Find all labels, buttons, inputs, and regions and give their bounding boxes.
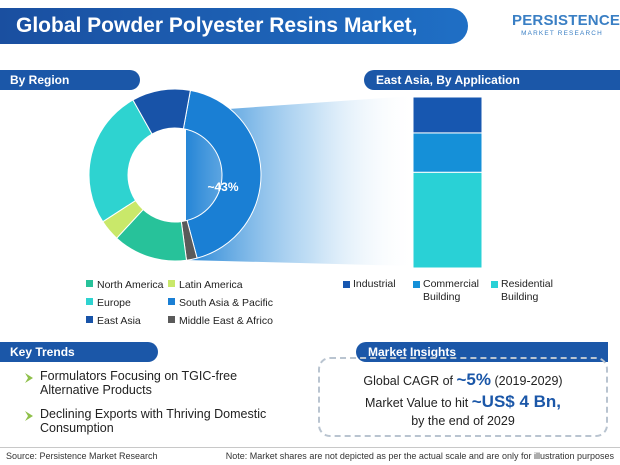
donut-slice-east-asia [182,89,262,259]
legend-item-middle-east-africa: Middle East & Africo [168,315,273,327]
legend-label: Industrial [353,278,396,290]
legend-swatch [168,280,175,287]
key-trends-header: Key Trends [0,342,158,362]
logo-sub-text: MARKET RESEARCH [521,30,603,37]
value-prefix: Market Value to hit [364,396,469,410]
legend-swatch [343,281,350,288]
legend-swatch [86,298,93,305]
east-asia-application-header: East Asia, By Application [364,70,620,90]
chevron-right-icon [25,411,33,421]
legend-item-south-asia-pacific: South Asia & Pacific [168,297,273,309]
legend-item-latin-america: Latin America [168,279,243,291]
legend-item-east-asia: East Asia [86,315,141,327]
legend-label: Residential Building [501,278,553,303]
logo-main-text: PERSISTENCE [512,12,620,29]
legend-swatch [86,316,93,323]
persistence-logo: PERSISTENCE MARKET RESEARCH [512,12,620,52]
legend-label: Commercial Building [423,278,480,303]
bar-segment-residential-building [412,171,483,269]
legend-swatch [86,280,93,287]
market-value-line: Market Value to hit ~US$ 4 Bn, [318,392,608,412]
chevron-right-icon [25,373,33,383]
bar-segment-industrial [412,96,483,134]
application-stacked-bar [412,96,483,269]
legend-swatch [491,281,498,288]
value-suffix: by the end of 2029 [411,414,515,428]
region-donut-chart [88,88,262,262]
cagr-period: (2019-2029) [494,374,563,388]
legend-label: Latin America [179,279,243,291]
cagr-line: Global CAGR of ~5% (2019-2029) [318,370,608,390]
legend-swatch [168,298,175,305]
cagr-value: ~5% [456,370,492,389]
legend-label: Europe [97,297,131,309]
trend-item-2: Declining Exports with Thriving Domestic… [40,407,267,435]
legend-label: North America [97,279,164,291]
bar-legend-residential-building: Residential Building [491,278,571,304]
by-region-header: By Region [0,70,140,90]
legend-swatch [413,281,420,288]
legend-swatch [168,316,175,323]
footer-source: Source: Persistence Market Research [6,451,158,461]
bar-legend-commercial-building: Commercial Building [413,278,493,304]
donut-slice-europe [88,99,153,223]
legend-label: East Asia [97,315,141,327]
trend-item-1: Formulators Focusing on TGIC-free Altern… [40,369,238,397]
page-title: Global Powder Polyester Resins Market, 2… [0,8,468,73]
legend-label: Middle East & Africo [179,315,273,327]
legend-label: South Asia & Pacific [179,297,273,309]
market-insights-box [318,357,608,437]
donut-share-label: ~43% [207,180,238,194]
footer-note: Note: Market shares are not depicted as … [225,451,614,461]
legend-item-north-america: North America [86,279,164,291]
value-amount: ~US$ 4 Bn, [471,392,562,411]
bar-legend-industrial: Industrial [343,278,423,291]
bar-segment-commercial-building [412,132,483,173]
donut-slice-south-asia-pacific [132,88,191,135]
footer: Source: Persistence Market Research Note… [0,447,620,465]
cagr-prefix: Global CAGR of [363,374,454,388]
legend-item-europe: Europe [86,297,131,309]
